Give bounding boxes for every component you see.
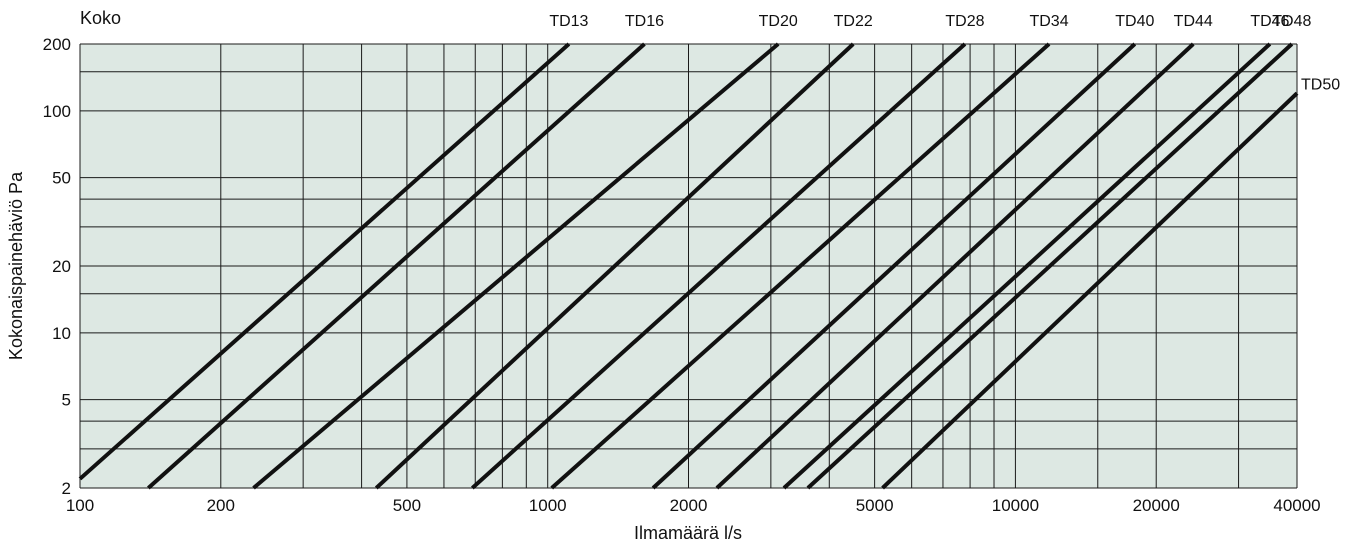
corner-label: Koko (80, 8, 121, 28)
y-tick-label: 5 (62, 391, 71, 410)
series-line-td16 (147, 42, 646, 490)
y-tick-label: 100 (43, 102, 71, 121)
x-tick-label: 10000 (992, 496, 1039, 515)
series-line-td13 (78, 42, 571, 481)
series-label-td34: TD34 (1029, 13, 1068, 30)
y-tick-label: 200 (43, 35, 71, 54)
series-line-td50 (881, 91, 1299, 490)
series-line-td34 (550, 42, 1051, 490)
x-tick-label: 500 (393, 496, 421, 515)
x-tick-label: 100 (66, 496, 94, 515)
series-label-td13: TD13 (549, 13, 588, 30)
series-line-td48 (806, 42, 1294, 490)
series-line-td20 (252, 42, 780, 490)
series-label-td20: TD20 (759, 13, 798, 30)
y-tick-labels: 2 5 10 20 50 100 200 (43, 35, 71, 498)
grid (79, 43, 1298, 489)
series-line-td46 (782, 42, 1272, 490)
series-label-td22: TD22 (834, 13, 873, 30)
y-tick-label: 50 (52, 169, 71, 188)
x-axis-title: Ilmamäärä l/s (634, 523, 742, 543)
series-line-td40 (651, 42, 1137, 490)
y-tick-label: 20 (52, 257, 71, 276)
x-tick-label: 1000 (529, 496, 567, 515)
series-line-td22 (374, 42, 855, 490)
series-label-td44: TD44 (1174, 13, 1213, 30)
series-label-td40: TD40 (1115, 13, 1154, 30)
x-tick-label: 5000 (856, 496, 894, 515)
series-line-td44 (715, 42, 1195, 490)
x-tick-label: 20000 (1133, 496, 1180, 515)
series-labels: TD13 TD16 TD20 TD22 TD28 TD34 TD40 TD44 TD46TD48… (549, 13, 1340, 93)
y-tick-label: 10 (52, 324, 71, 343)
x-tick-label: 2000 (670, 496, 708, 515)
series-label-td28: TD28 (945, 13, 984, 30)
series-label-td50: TD50 (1301, 76, 1340, 93)
series-label-td48: TD48 (1272, 13, 1311, 30)
series-label-td46: TD46 (1250, 13, 1289, 30)
y-axis-title: Kokonaispainehäviö Pa (6, 171, 26, 360)
y-tick-label: 2 (62, 479, 71, 498)
x-tick-labels: 100 200 500 1000 2000 5000 10000 20000 40000 (66, 496, 1321, 515)
series-line-td28 (470, 42, 967, 490)
x-tick-label: 40000 (1273, 496, 1320, 515)
series-layer (78, 42, 1299, 490)
series-label-td16: TD16 (625, 13, 664, 30)
x-tick-label: 200 (207, 496, 235, 515)
